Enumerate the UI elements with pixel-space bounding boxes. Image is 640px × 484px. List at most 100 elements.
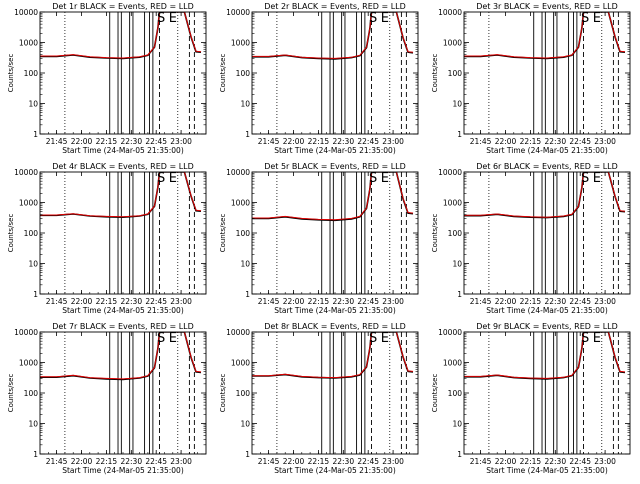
x-tick-label: 22:15 [96,457,118,466]
x-tick-label: 22:45 [357,457,379,466]
y-axis-label: Counts/sec [7,374,15,413]
y-tick-label: 1 [33,290,38,299]
y-tick-label: 10 [28,420,38,429]
x-tick-label: 22:30 [332,457,354,466]
region-letter: S [157,331,165,346]
plot-area [40,12,202,134]
panel-title: Det 9r BLACK = Events, RED = LLD [476,322,618,331]
y-tick-label: 10000 [14,328,38,337]
x-tick-label: 23:00 [594,457,616,466]
x-tick-label: 23:00 [382,457,404,466]
y-tick-label: 1000 [19,39,38,48]
x-tick-label: 21:45 [258,137,280,146]
x-tick-label: 22:30 [544,297,566,306]
region-letter: S [581,11,589,26]
x-tick-label: 22:45 [145,297,167,306]
y-tick-label: 1 [33,450,38,459]
region-letter: E [169,11,177,26]
x-tick-label: 22:00 [71,457,93,466]
region-letter: E [381,11,389,26]
series-line-lld [252,172,414,221]
plot-area [252,332,414,454]
series-line-lld [464,172,626,218]
x-tick-label: 22:00 [283,457,305,466]
y-tick-label: 10000 [438,8,462,17]
y-tick-label: 10 [240,420,250,429]
panel-title: Det 2r BLACK = Events, RED = LLD [264,2,406,11]
y-axis-label: Counts/sec [431,54,439,93]
plot-area [464,172,626,294]
y-tick-label: 1000 [443,39,462,48]
y-tick-label: 10000 [226,8,250,17]
y-tick-label: 1 [457,450,462,459]
y-tick-label: 1000 [443,199,462,208]
panel-title: Det 1r BLACK = Events, RED = LLD [52,2,194,11]
x-tick-label: 22:15 [520,297,542,306]
plot-area [40,172,202,294]
x-tick-label: 22:00 [495,137,517,146]
y-tick-label: 1000 [231,359,250,368]
y-tick-label: 10000 [226,328,250,337]
region-letter: S [581,331,589,346]
x-tick-label: 22:30 [544,457,566,466]
x-tick-label: 22:30 [332,137,354,146]
x-axis-label: Start Time (24-Mar-05 21:35:00) [274,466,396,475]
region-letter: E [169,331,177,346]
x-axis-label: Start Time (24-Mar-05 21:35:00) [486,466,608,475]
series-line-lld [464,332,626,379]
x-tick-label: 22:00 [495,457,517,466]
y-tick-label: 1000 [231,39,250,48]
x-tick-label: 22:15 [308,297,330,306]
x-axis-label: Start Time (24-Mar-05 21:35:00) [486,306,608,315]
panel-title: Det 6r BLACK = Events, RED = LLD [476,162,618,171]
x-tick-label: 22:30 [120,297,142,306]
y-tick-label: 1 [245,130,250,139]
region-letter: S [157,11,165,26]
region-letter: E [169,171,177,186]
panel-title: Det 7r BLACK = Events, RED = LLD [52,322,194,331]
x-tick-label: 21:45 [258,457,280,466]
x-tick-label: 22:45 [145,457,167,466]
series-line-lld [464,12,626,59]
x-tick-label: 22:30 [120,457,142,466]
plot-area [40,332,202,454]
x-tick-label: 22:15 [96,137,118,146]
region-letter: E [593,171,601,186]
x-tick-label: 22:45 [569,457,591,466]
x-axis-label: Start Time (24-Mar-05 21:35:00) [274,306,396,315]
y-tick-label: 100 [236,389,251,398]
x-tick-label: 23:00 [170,297,192,306]
x-tick-label: 22:00 [283,297,305,306]
x-tick-label: 22:45 [569,137,591,146]
plot-area [252,12,414,134]
x-tick-label: 21:45 [46,457,68,466]
x-tick-label: 22:30 [544,137,566,146]
x-tick-label: 22:45 [145,137,167,146]
y-tick-label: 100 [24,389,39,398]
y-tick-label: 1 [245,450,250,459]
y-tick-label: 10000 [438,328,462,337]
region-letter: S [369,331,377,346]
x-tick-label: 22:15 [520,137,542,146]
x-tick-label: 23:00 [594,297,616,306]
region-letter: S [369,11,377,26]
y-tick-label: 1000 [231,199,250,208]
x-tick-label: 22:00 [71,297,93,306]
y-tick-label: 1 [33,130,38,139]
y-axis-label: Counts/sec [7,214,15,253]
x-tick-label: 22:00 [283,137,305,146]
plot-area [464,332,626,454]
region-letter: S [157,171,165,186]
x-tick-label: 23:00 [382,297,404,306]
x-tick-label: 23:00 [594,137,616,146]
y-tick-label: 100 [448,69,463,78]
y-tick-label: 100 [448,389,463,398]
region-letter: S [581,171,589,186]
x-tick-label: 21:45 [46,137,68,146]
region-letter: E [381,331,389,346]
